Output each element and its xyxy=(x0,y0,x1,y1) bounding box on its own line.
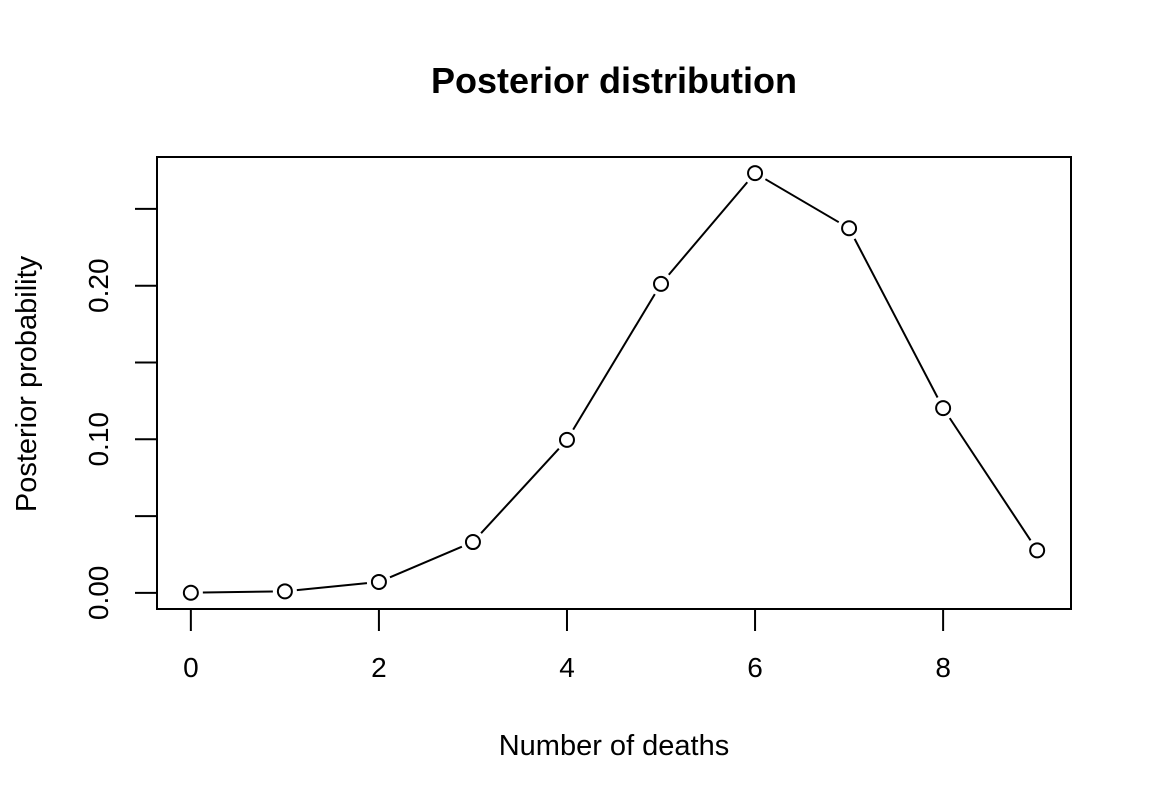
x-tick-label: 8 xyxy=(935,652,951,683)
data-point xyxy=(558,431,575,448)
data-point xyxy=(182,584,199,601)
data-point xyxy=(464,534,481,551)
series-segment xyxy=(296,582,368,592)
x-axis: 0 2 4 6 8 xyxy=(183,608,951,683)
data-point xyxy=(841,220,858,237)
data-point xyxy=(935,400,952,417)
data-point xyxy=(1029,542,1046,559)
series-segment xyxy=(948,417,1032,541)
series-segment xyxy=(668,181,749,276)
chart-title: Posterior distribution xyxy=(431,60,797,101)
data-point xyxy=(370,573,387,590)
series-segment xyxy=(764,178,840,224)
series-segment xyxy=(202,590,273,594)
posterior-series xyxy=(182,165,1046,601)
x-axis-label: Number of deaths xyxy=(499,730,730,762)
series-segment xyxy=(853,238,939,398)
data-point xyxy=(276,583,293,600)
x-tick-label: 2 xyxy=(371,652,387,683)
y-axis-label: Posterior probability xyxy=(11,255,43,512)
y-tick-label: 0.00 xyxy=(83,566,114,621)
series-segment xyxy=(389,545,463,579)
series-segment xyxy=(572,293,656,431)
x-tick-label: 0 xyxy=(183,652,199,683)
data-point xyxy=(653,275,670,292)
plot-frame xyxy=(156,156,1072,610)
y-axis: 0.00 0.10 0.20 xyxy=(83,207,158,621)
series-segment xyxy=(480,448,560,534)
x-tick-label: 6 xyxy=(747,652,763,683)
y-tick-label: 0.10 xyxy=(83,412,114,467)
x-tick-label: 4 xyxy=(559,652,575,683)
y-tick-label: 0.20 xyxy=(83,258,114,313)
data-point xyxy=(747,165,764,182)
